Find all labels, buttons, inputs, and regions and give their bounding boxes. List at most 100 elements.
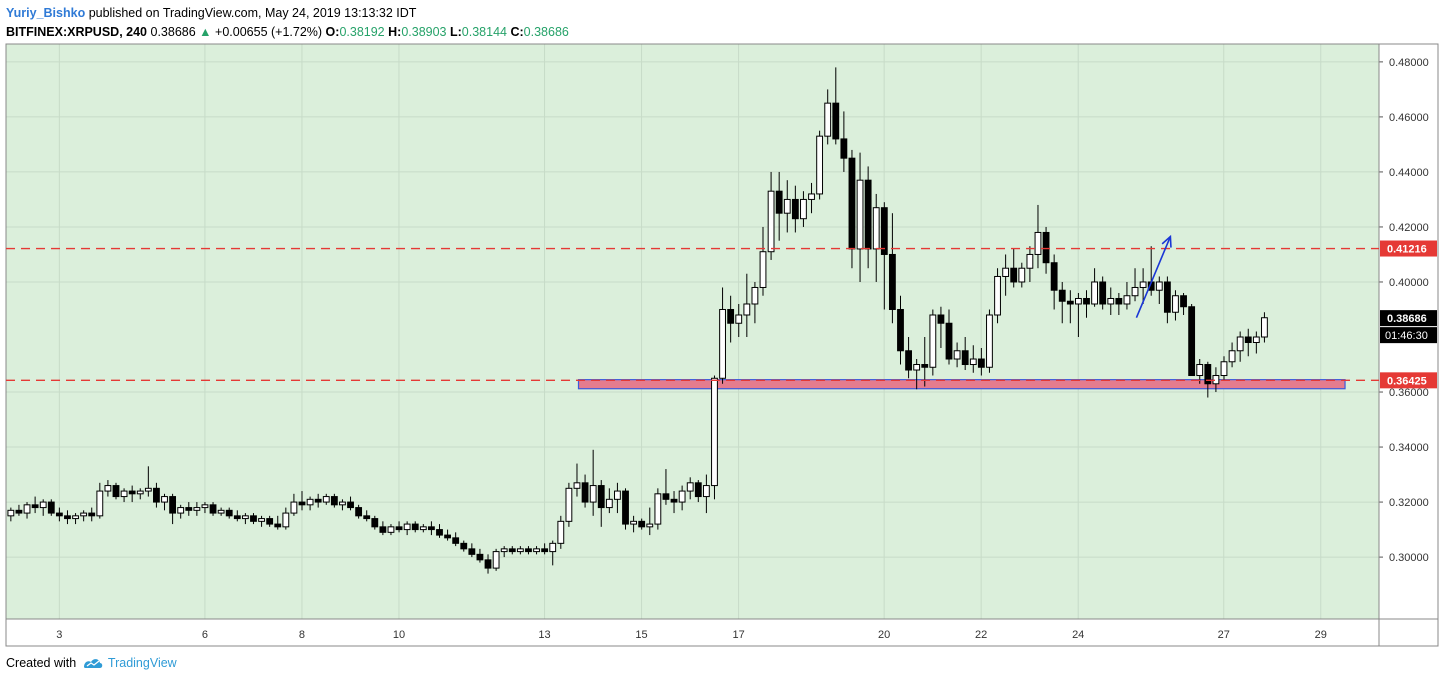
candle-body-down <box>250 515 257 522</box>
candle-body-up <box>120 490 128 498</box>
created-with-label: Created with <box>6 656 77 670</box>
candle-body-up <box>1075 297 1082 305</box>
symbol-line: BITFINEX:XRPUSD, 240 0.38686 ▲ +0.00655 … <box>6 23 569 42</box>
candle-body-down <box>1066 300 1074 305</box>
candle <box>355 504 363 519</box>
candle-body-down <box>225 509 233 517</box>
candle-body-down <box>921 364 929 368</box>
candle-body-down <box>525 548 532 553</box>
candle-body-up <box>1252 336 1260 344</box>
candle <box>549 540 557 566</box>
candle <box>1188 303 1196 377</box>
candle <box>15 504 23 516</box>
level-price-label: 0.41216 <box>1387 244 1427 256</box>
candle-body-up <box>686 482 694 492</box>
candle-body-down <box>452 537 460 544</box>
candle <box>541 543 549 555</box>
candle-body-up <box>614 490 621 500</box>
candle <box>678 485 686 511</box>
candle-body-down <box>1083 297 1090 305</box>
candle <box>371 515 379 530</box>
candle-body-up <box>1261 317 1268 338</box>
candle-body-down <box>55 512 63 517</box>
candle-body-down <box>427 526 435 531</box>
candle-body-up <box>500 548 508 553</box>
tradingview-brand[interactable]: TradingView <box>107 656 177 670</box>
up-arrow-icon: ▲ <box>199 25 212 39</box>
x-tick-label: 13 <box>538 629 550 641</box>
candle <box>573 463 581 497</box>
candle <box>1058 281 1066 324</box>
candle <box>638 518 646 530</box>
candle-body-up <box>1139 281 1147 288</box>
candle-body-up <box>719 308 726 379</box>
candle <box>128 485 136 503</box>
candle <box>1115 292 1123 315</box>
candle-body-down <box>460 542 468 550</box>
candle-body-up <box>1196 364 1204 377</box>
candle <box>533 546 540 555</box>
candle-body-down <box>298 501 306 506</box>
candle-body-up <box>290 501 298 514</box>
candle <box>476 548 484 563</box>
candle <box>670 491 678 514</box>
candle <box>120 488 128 503</box>
candle <box>500 546 508 558</box>
candle <box>7 507 15 522</box>
candle-body-down <box>436 529 443 536</box>
candle <box>1042 226 1050 274</box>
candle <box>47 499 55 516</box>
candle-body-down <box>88 512 96 517</box>
candle-body-down <box>1244 336 1252 344</box>
candle <box>767 171 775 260</box>
price-change: +0.00655 (+1.72%) <box>215 25 323 39</box>
candle <box>824 89 832 145</box>
candle <box>662 469 670 505</box>
candle <box>492 548 500 571</box>
candle <box>347 496 354 511</box>
candle <box>832 67 840 145</box>
candle <box>1050 254 1058 310</box>
candle <box>686 477 694 500</box>
candle <box>1099 276 1107 310</box>
open-value: 0.38192 <box>339 25 385 39</box>
candle-body-up <box>241 515 249 520</box>
candle <box>783 180 791 233</box>
candle-body-down <box>791 198 799 220</box>
chart-header: Yuriy_Bishko published on TradingView.co… <box>6 4 569 42</box>
candle-body-down <box>1058 289 1066 302</box>
candle <box>897 295 904 365</box>
x-tick-label: 24 <box>1072 629 1084 641</box>
candle-body-up <box>986 314 993 368</box>
candle-body-down <box>395 526 403 531</box>
candle-body-down <box>1010 267 1018 283</box>
symbol-name[interactable]: BITFINEX:XRPUSD, 240 <box>6 25 148 39</box>
candle-body-down <box>233 515 241 520</box>
candle <box>1139 268 1147 304</box>
candle-body-up <box>177 507 185 514</box>
candle <box>953 342 961 368</box>
candle <box>274 515 282 530</box>
candle-body-up <box>767 190 775 253</box>
candle-body-down <box>1163 281 1171 313</box>
candle-body-down <box>266 518 274 525</box>
candle-body-down <box>468 548 476 555</box>
candle-body-up <box>1018 267 1026 283</box>
candle-body-up <box>492 551 500 569</box>
candle-body-up <box>104 485 112 492</box>
candle <box>436 524 443 538</box>
candle-body-up <box>783 198 791 214</box>
candle <box>1034 204 1042 269</box>
candle <box>719 287 726 384</box>
publish-line: Yuriy_Bishko published on TradingView.co… <box>6 4 569 23</box>
candle-body-up <box>743 303 751 316</box>
x-tick-label: 20 <box>878 629 890 641</box>
candle <box>1252 331 1260 354</box>
candle <box>856 152 864 282</box>
candle-body-down <box>1204 364 1212 385</box>
projection-arrow-head <box>1161 234 1172 248</box>
author-link[interactable]: Yuriy_Bishko <box>6 6 86 20</box>
candle-body-up <box>969 358 977 366</box>
candle <box>1172 290 1179 321</box>
